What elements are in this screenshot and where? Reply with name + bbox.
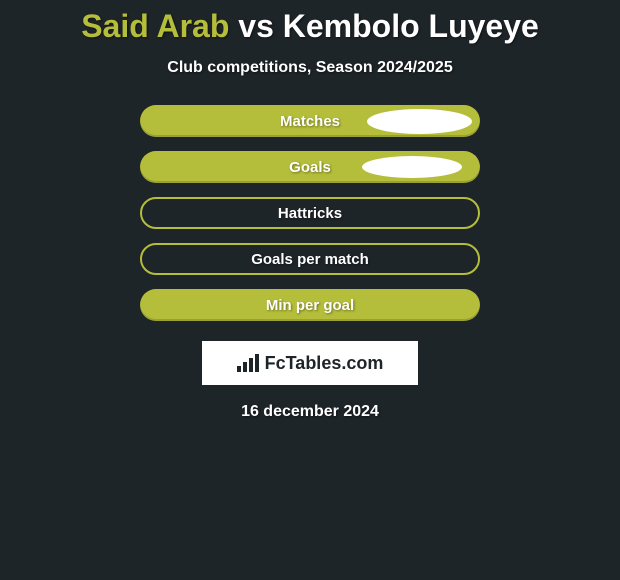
subtitle-text: Club competitions, Season 2024/2025 [167,59,452,77]
stat-bar: Min per goal [140,289,480,321]
right-value-ellipse [362,156,462,178]
comparison-title: Said Arab vs Kembolo Luyeye [81,8,539,45]
stats-container: Matches2 Goals Hattricks Goals per match Min… [140,105,480,335]
stat-label: Matches [280,113,340,130]
player2-name: Kembolo Luyeye [283,8,539,44]
player1-name: Said Arab [81,8,229,44]
vs-text: vs [238,8,274,44]
stat-row: Goals per match [140,243,480,275]
stat-row: Goals [140,151,480,183]
stat-row: Matches2 [140,105,480,137]
logo-label: FcTables.com [265,353,384,374]
stat-bar: Hattricks [140,197,480,229]
date-text: 16 december 2024 [241,403,379,421]
stat-label: Goals [289,159,331,176]
stat-label: Min per goal [266,297,354,314]
stat-bar: Goals per match [140,243,480,275]
stat-label: Hattricks [278,205,342,222]
logo-text: FcTables.com [237,353,384,374]
stat-row: Hattricks [140,197,480,229]
logo-box: FcTables.com [202,341,418,385]
right-value-ellipse [367,109,472,134]
stat-row: Min per goal [140,289,480,321]
stat-label: Goals per match [251,251,369,268]
bars-icon [237,354,259,372]
